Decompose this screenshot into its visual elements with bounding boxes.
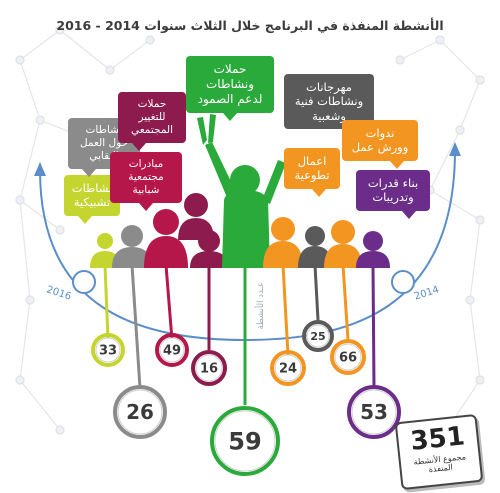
network-node (475, 75, 485, 85)
arc-arrow-left (34, 162, 46, 176)
value-label-capacity: 53 (360, 400, 388, 424)
bubble-capacity: بناء قدرات وتدريبات (356, 170, 430, 219)
year-node-right (391, 270, 415, 294)
value-label-union: 26 (126, 400, 154, 424)
connector-youth (164, 264, 174, 341)
network-node (15, 55, 25, 65)
value-label-change: 16 (200, 362, 218, 377)
network-link (19, 379, 61, 431)
network-node (15, 195, 25, 205)
value-ring-union (113, 385, 167, 439)
person-union (112, 225, 152, 268)
value-label-festivals: 25 (310, 330, 325, 343)
value-circle-change (195, 354, 223, 382)
network-link (429, 129, 461, 191)
network-link (469, 219, 481, 301)
value-ring-capacity (347, 385, 401, 439)
year-node-left (72, 270, 96, 294)
people-silhouettes (90, 114, 390, 268)
value-circle-networking (95, 337, 121, 363)
value-label-steadfast: 59 (228, 428, 261, 456)
network-link (19, 299, 31, 381)
value-circle-capacity (351, 389, 397, 435)
network-node (55, 225, 65, 235)
value-circle-seminars (334, 343, 362, 371)
person-steadfast (197, 114, 286, 268)
network-link (109, 39, 151, 71)
connector-networking (103, 264, 110, 341)
value-ring-seminars (330, 339, 366, 375)
network-node (25, 295, 35, 305)
value-ring-festivals (302, 320, 334, 352)
value-label-volunteer: 24 (279, 362, 297, 377)
network-node (395, 55, 405, 65)
network-link (429, 189, 481, 221)
network-link (19, 119, 41, 201)
total-card: 351 مجموع الأنشطة المنفذة (394, 413, 484, 491)
network-node (15, 375, 25, 385)
person-seminars (324, 220, 362, 268)
network-link (19, 199, 31, 301)
network-node (35, 115, 45, 125)
bubble-change: حملات للتغيير المجتمعي (118, 92, 186, 152)
person-youth (144, 209, 188, 268)
network-node (435, 35, 445, 45)
person-volunteer (263, 217, 303, 268)
network-node (105, 65, 115, 75)
value-ring-change (191, 350, 227, 386)
value-ring-youth (155, 333, 189, 367)
network-link (19, 199, 61, 231)
value-ring-volunteer (270, 350, 306, 386)
value-circle-festivals (306, 324, 330, 348)
network-node (145, 35, 155, 45)
value-circle-volunteer (274, 354, 302, 382)
network-node (475, 215, 485, 225)
person-change-back (178, 193, 214, 240)
bubble-youth: مبادرات مجتمعية شبابية (110, 152, 182, 212)
person-capacity (356, 231, 390, 268)
connector-union (130, 264, 142, 389)
network-node (55, 25, 65, 35)
network-link (459, 79, 481, 131)
network-link (399, 39, 441, 61)
bubble-seminars: ندوات وورش عمل (342, 120, 418, 169)
network-node (465, 295, 475, 305)
network-link (19, 29, 61, 61)
network-link (469, 299, 481, 381)
value-circle-youth (159, 337, 185, 363)
network-node (455, 125, 465, 135)
bubble-steadfast: حملات ونشاطات لدعم الصمود (186, 56, 274, 121)
value-circle-union (117, 389, 163, 435)
network-link (439, 39, 481, 81)
person-festivals (298, 226, 332, 268)
connector-volunteer (281, 264, 290, 356)
bubble-networking: نشاطات تشبيكية (64, 175, 120, 224)
vertical-caption: عـدد الأنشطة (256, 282, 266, 330)
value-label-seminars: 66 (339, 351, 357, 366)
page-title: الأنشطة المنفذة في البرنامج خلال الثلاث … (56, 18, 444, 33)
value-ring-networking (91, 333, 125, 367)
network-link (59, 29, 111, 71)
value-label-youth: 49 (163, 344, 181, 359)
connector-seminars (341, 264, 350, 341)
bubble-volunteer: اعمال تطوعية (284, 148, 340, 197)
value-label-networking: 33 (99, 344, 117, 359)
connector-capacity (371, 264, 376, 389)
arc-arrow-right (449, 142, 461, 156)
connector-festivals (313, 264, 320, 321)
bubble-festivals: مهرجانات ونشاطات فنية وشعبية (284, 74, 374, 138)
network-link (19, 59, 41, 121)
network-node (475, 375, 485, 385)
value-circle-steadfast (214, 410, 276, 472)
network-node (55, 425, 65, 435)
value-ring-steadfast (210, 406, 280, 476)
